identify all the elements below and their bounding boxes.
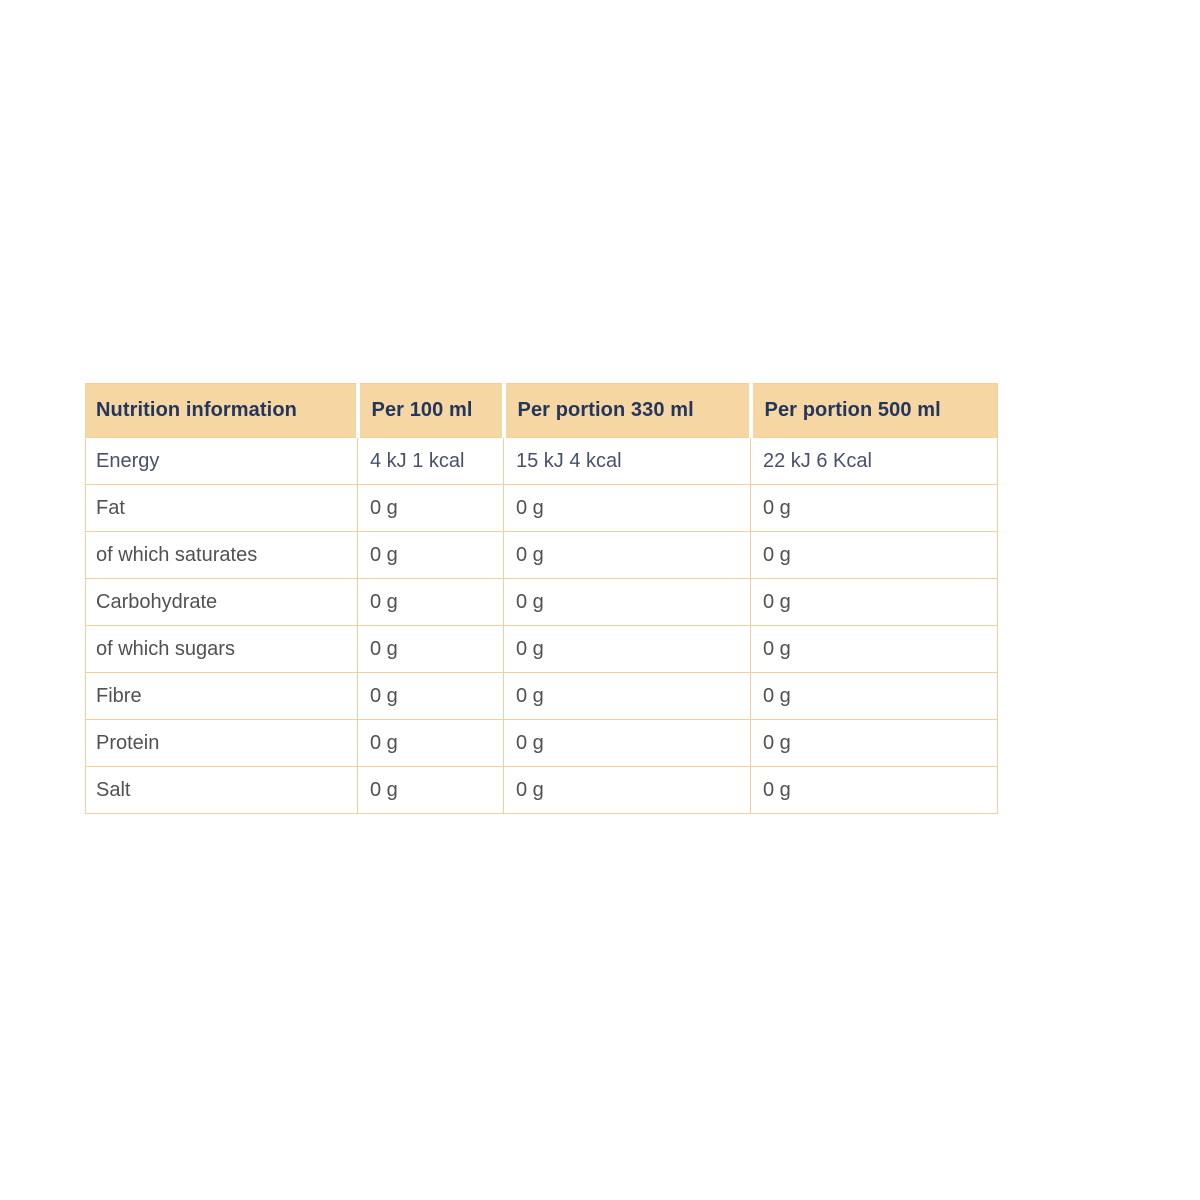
value-cell: 0 g xyxy=(503,672,751,720)
table-row-fibre: Fibre 0 g 0 g 0 g xyxy=(85,672,998,720)
nutrition-table-header: Nutrition information Per 100 ml Per por… xyxy=(85,383,998,438)
header-row: Nutrition information Per 100 ml Per por… xyxy=(85,383,998,438)
table-row-salt: Salt 0 g 0 g 0 g xyxy=(85,766,998,814)
value-cell: 0 g xyxy=(357,484,504,532)
nutrition-table: Nutrition information Per 100 ml Per por… xyxy=(85,383,998,814)
value-cell: 0 g xyxy=(750,766,998,814)
value-cell: 0 g xyxy=(357,531,504,579)
table-row-energy: Energy 4 kJ 1 kcal 15 kJ 4 kcal 22 kJ 6 … xyxy=(85,437,998,485)
row-label-cell: Energy xyxy=(85,437,358,485)
value-cell: 0 g xyxy=(750,672,998,720)
table-row-sugars: of which sugars 0 g 0 g 0 g xyxy=(85,625,998,673)
table-row-fat: Fat 0 g 0 g 0 g xyxy=(85,484,998,532)
value-cell: 0 g xyxy=(503,484,751,532)
value-cell: 22 kJ 6 Kcal xyxy=(750,437,998,485)
row-label-cell: Fibre xyxy=(85,672,358,720)
value-cell: 0 g xyxy=(750,625,998,673)
value-cell: 0 g xyxy=(503,578,751,626)
value-cell: 0 g xyxy=(503,766,751,814)
row-label-cell: Fat xyxy=(85,484,358,532)
table-row-carbohydrate: Carbohydrate 0 g 0 g 0 g xyxy=(85,578,998,626)
value-cell: 0 g xyxy=(503,719,751,767)
value-cell: 0 g xyxy=(750,719,998,767)
column-header-nutrition-information: Nutrition information xyxy=(85,383,358,438)
value-cell: 0 g xyxy=(357,578,504,626)
column-header-per-portion-500-ml: Per portion 500 ml xyxy=(748,383,998,438)
value-cell: 0 g xyxy=(357,625,504,673)
row-label-cell: Salt xyxy=(85,766,358,814)
value-cell: 0 g xyxy=(750,531,998,579)
nutrition-table-body: Energy 4 kJ 1 kcal 15 kJ 4 kcal 22 kJ 6 … xyxy=(85,437,998,814)
value-cell: 0 g xyxy=(503,625,751,673)
row-label-cell: of which saturates xyxy=(85,531,358,579)
value-cell: 0 g xyxy=(357,766,504,814)
value-cell: 4 kJ 1 kcal xyxy=(357,437,504,485)
value-cell: 0 g xyxy=(750,578,998,626)
row-label-cell: Protein xyxy=(85,719,358,767)
value-cell: 0 g xyxy=(357,672,504,720)
column-header-per-100-ml: Per 100 ml xyxy=(355,383,504,438)
row-label-cell: of which sugars xyxy=(85,625,358,673)
table-row-protein: Protein 0 g 0 g 0 g xyxy=(85,719,998,767)
value-cell: 15 kJ 4 kcal xyxy=(503,437,751,485)
row-label-cell: Carbohydrate xyxy=(85,578,358,626)
value-cell: 0 g xyxy=(750,484,998,532)
table-row-saturates: of which saturates 0 g 0 g 0 g xyxy=(85,531,998,579)
value-cell: 0 g xyxy=(503,531,751,579)
column-header-per-portion-330-ml: Per portion 330 ml xyxy=(501,383,751,438)
value-cell: 0 g xyxy=(357,719,504,767)
